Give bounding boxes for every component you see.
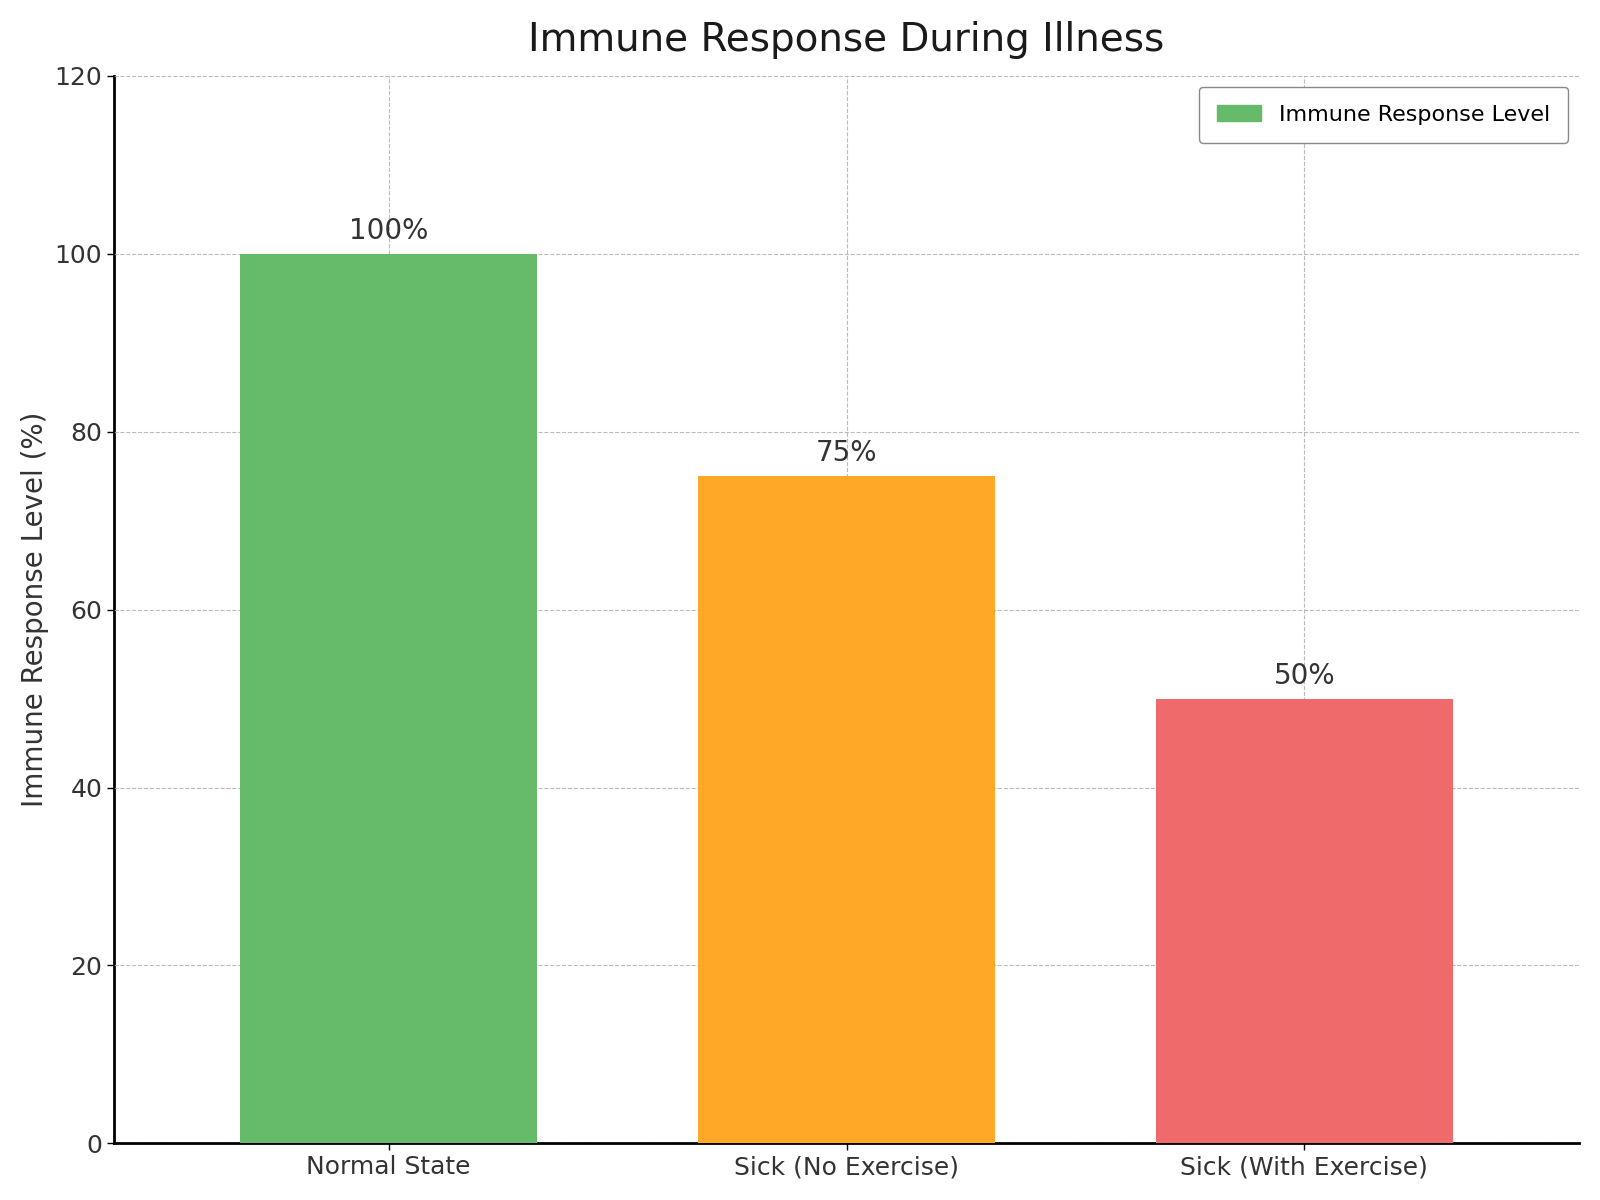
- Title: Immune Response During Illness: Immune Response During Illness: [528, 20, 1165, 59]
- Bar: [240, 253, 538, 1144]
- Text: 75%: 75%: [816, 439, 877, 467]
- Legend: Immune Response Level: Immune Response Level: [1198, 86, 1568, 143]
- Bar: [1155, 698, 1453, 1144]
- Bar: [698, 476, 995, 1144]
- Text: 50%: 50%: [1274, 661, 1336, 690]
- Y-axis label: Immune Response Level (%): Immune Response Level (%): [21, 412, 50, 808]
- Text: 100%: 100%: [349, 217, 429, 245]
